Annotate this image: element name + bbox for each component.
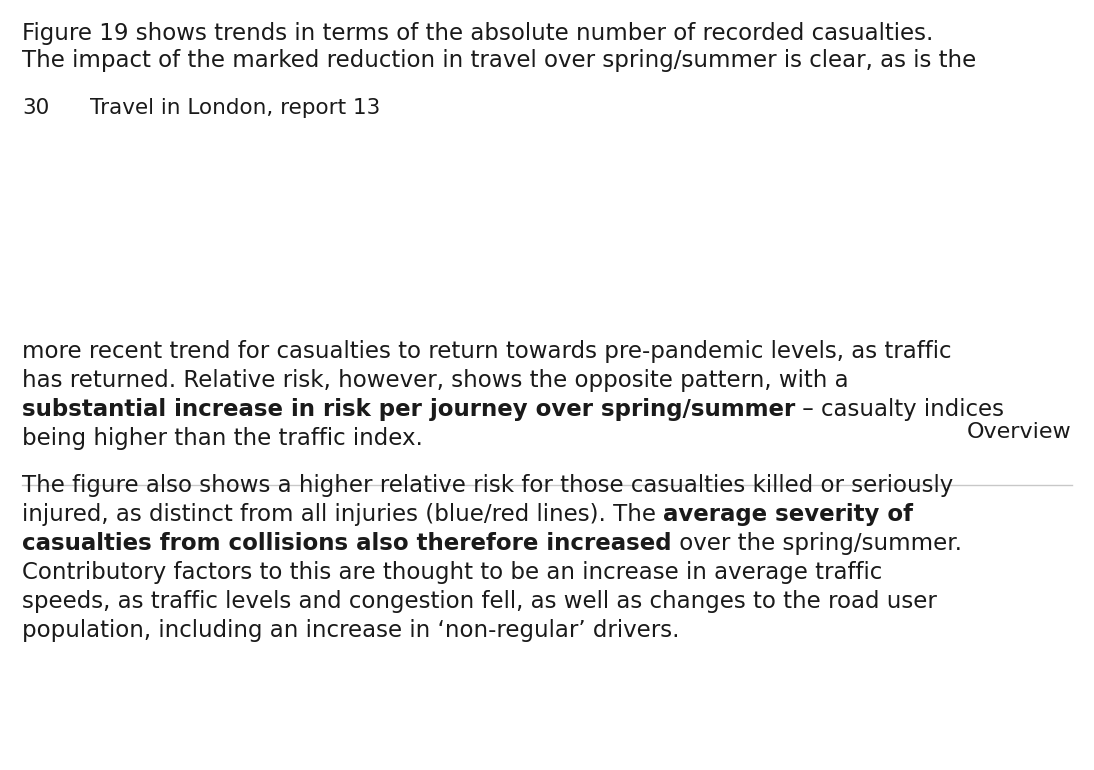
Text: 30: 30 [22,98,49,118]
Text: Travel in London, report 13: Travel in London, report 13 [90,98,381,118]
Text: The impact of the marked reduction in travel over spring/summer is clear, as is : The impact of the marked reduction in tr… [22,49,976,72]
Text: being higher than the traffic index.: being higher than the traffic index. [22,427,423,450]
Text: The figure also shows a higher relative risk for those casualties killed or seri: The figure also shows a higher relative … [22,474,953,497]
Text: substantial increase in risk per journey over spring/summer: substantial increase in risk per journey… [22,398,795,421]
Text: population, including an increase in ‘non-regular’ drivers.: population, including an increase in ‘no… [22,619,679,642]
Text: speeds, as traffic levels and congestion fell, as well as changes to the road us: speeds, as traffic levels and congestion… [22,590,936,613]
Text: casualties from collisions also therefore increased: casualties from collisions also therefor… [22,532,672,555]
Text: injured, as distinct from all injuries (blue/red lines). The: injured, as distinct from all injuries (… [22,503,663,526]
Text: – casualty indices: – casualty indices [795,398,1004,421]
Text: more recent trend for casualties to return towards pre-pandemic levels, as traff: more recent trend for casualties to retu… [22,340,952,363]
Text: Contributory factors to this are thought to be an increase in average traffic: Contributory factors to this are thought… [22,561,882,584]
Text: average severity of: average severity of [663,503,913,526]
Text: over the spring/summer.: over the spring/summer. [672,532,962,555]
Text: has returned. Relative risk, however, shows the opposite pattern, with a: has returned. Relative risk, however, sh… [22,369,849,392]
Text: Figure 19 shows trends in terms of the absolute number of recorded casualties.: Figure 19 shows trends in terms of the a… [22,22,933,45]
Text: Overview: Overview [967,422,1072,442]
